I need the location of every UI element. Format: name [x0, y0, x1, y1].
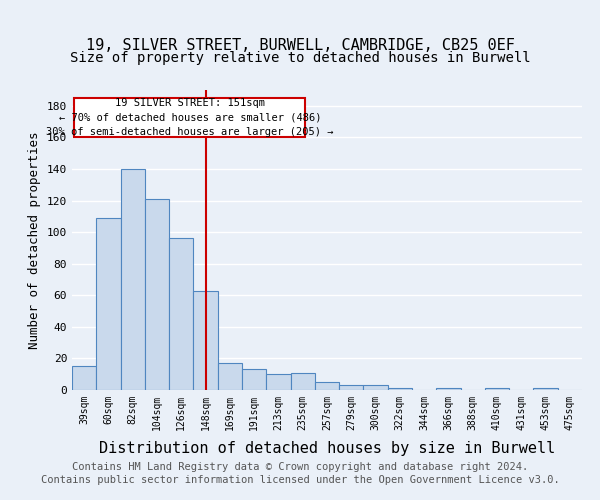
Bar — [436, 388, 461, 390]
Bar — [315, 382, 339, 390]
Text: 19, SILVER STREET, BURWELL, CAMBRIDGE, CB25 0EF: 19, SILVER STREET, BURWELL, CAMBRIDGE, C… — [86, 38, 514, 52]
Bar — [266, 374, 290, 390]
Text: Contains public sector information licensed under the Open Government Licence v3: Contains public sector information licen… — [41, 475, 559, 485]
Bar — [145, 199, 169, 390]
Bar — [242, 370, 266, 390]
Bar — [72, 366, 96, 390]
Text: Contains HM Land Registry data © Crown copyright and database right 2024.: Contains HM Land Registry data © Crown c… — [72, 462, 528, 472]
Bar — [485, 388, 509, 390]
Bar — [364, 386, 388, 390]
Bar — [290, 372, 315, 390]
Y-axis label: Number of detached properties: Number of detached properties — [28, 131, 41, 349]
FancyBboxPatch shape — [74, 98, 305, 138]
Bar — [169, 238, 193, 390]
Bar — [339, 386, 364, 390]
Bar — [218, 363, 242, 390]
Bar — [533, 388, 558, 390]
Bar — [388, 388, 412, 390]
Bar — [193, 290, 218, 390]
Text: Size of property relative to detached houses in Burwell: Size of property relative to detached ho… — [70, 51, 530, 65]
Bar — [121, 169, 145, 390]
X-axis label: Distribution of detached houses by size in Burwell: Distribution of detached houses by size … — [99, 441, 555, 456]
Text: 19 SILVER STREET: 151sqm
← 70% of detached houses are smaller (486)
30% of semi-: 19 SILVER STREET: 151sqm ← 70% of detach… — [46, 98, 334, 138]
Bar — [96, 218, 121, 390]
